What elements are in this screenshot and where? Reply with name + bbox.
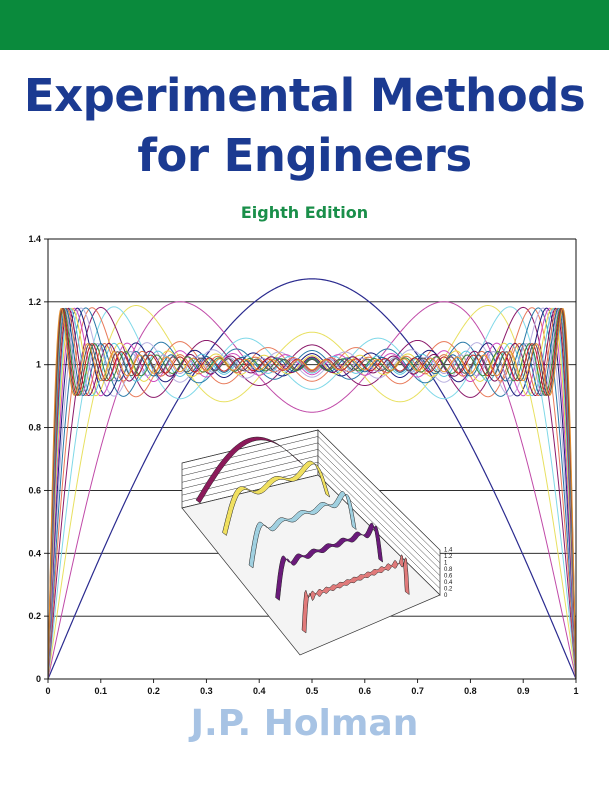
x-tick-label: 0.4 bbox=[253, 686, 266, 696]
series-line-n2 bbox=[47, 301, 577, 680]
series-line-n20 bbox=[47, 308, 577, 680]
x-tick-label: 1 bbox=[573, 686, 578, 696]
series-line-n13 bbox=[47, 307, 577, 680]
inset-gridline bbox=[317, 461, 441, 583]
x-tick-label: 0.5 bbox=[306, 686, 319, 696]
inset-gridline bbox=[317, 442, 441, 564]
inset-ribbon-n7 bbox=[275, 522, 384, 601]
series-line-n5 bbox=[47, 306, 577, 680]
x-tick-label: 0 bbox=[45, 686, 50, 696]
fourier-series-chart: 00.20.40.60.811.21.40 0.1 0.2 0.3 0.4 0.5 0.6 0… bbox=[28, 234, 578, 696]
inset-z-tick-label: 0 bbox=[444, 593, 448, 599]
x-tick-label: 0.3 bbox=[200, 686, 213, 696]
series-line-n6 bbox=[47, 307, 577, 680]
y-tick-label: 0.4 bbox=[28, 548, 41, 558]
series-line-n12 bbox=[47, 307, 577, 680]
series-line-n19 bbox=[47, 308, 577, 680]
x-tick-label: 0.8 bbox=[464, 686, 477, 696]
series-line-n4 bbox=[47, 306, 577, 680]
x-tick-label: 0.1 bbox=[95, 686, 108, 696]
inset-ribbon-n5 bbox=[248, 491, 357, 569]
inset-z-tick-label: 1.2 bbox=[444, 554, 453, 560]
series-lines bbox=[47, 278, 577, 680]
x-tick-label: 0.7 bbox=[411, 686, 424, 696]
inset-gridline bbox=[317, 436, 441, 557]
title-line-2: for Engineers bbox=[137, 129, 472, 182]
series-line-n1 bbox=[47, 278, 577, 680]
inset-gridline bbox=[181, 449, 319, 483]
inset-gridline bbox=[317, 455, 441, 576]
x-tick-label: 0.6 bbox=[359, 686, 372, 696]
x-tick-label: 0.9 bbox=[517, 686, 530, 696]
y-tick-label: 0.8 bbox=[28, 423, 41, 433]
y-tick-label: 0.2 bbox=[28, 611, 41, 621]
inset-ribbon-n3 bbox=[222, 460, 331, 536]
inset-ribbon-n1 bbox=[195, 436, 304, 504]
inset-z-tick-label: 0.8 bbox=[444, 567, 453, 573]
axes: 00.20.40.60.811.21.40 0.1 0.2 0.3 0.4 0.5 0.6 0… bbox=[28, 234, 578, 696]
inset-gridline bbox=[317, 468, 441, 589]
y-tick-label: 1.2 bbox=[28, 297, 41, 307]
series-line-n18 bbox=[47, 308, 577, 680]
y-tick-label: 1 bbox=[36, 360, 41, 370]
y-tick-label: 0.6 bbox=[28, 485, 41, 495]
author-name: J.P. Holman bbox=[190, 703, 419, 744]
inset-z-tick-label: 0.4 bbox=[444, 580, 453, 586]
x-tick-label: 0.2 bbox=[147, 686, 160, 696]
inset-z-tick-label: 1 bbox=[444, 561, 448, 567]
title-line-1: Experimental Methods bbox=[23, 69, 586, 122]
inset-gridline bbox=[317, 429, 441, 551]
inset-floor bbox=[181, 474, 441, 656]
series-line-n9 bbox=[47, 307, 577, 680]
series-line-n8 bbox=[47, 307, 577, 680]
inset-gridline bbox=[181, 429, 319, 464]
inset-gridline bbox=[317, 449, 441, 570]
inset-z-tick-label: 1.4 bbox=[444, 548, 453, 554]
inset-gridline bbox=[181, 455, 319, 489]
inset-gridline bbox=[181, 436, 319, 470]
inset-3d-chart: 00.20.40.60.811.21.4 bbox=[181, 429, 453, 656]
series-line-n15 bbox=[47, 307, 577, 680]
inset-gridline bbox=[181, 468, 319, 502]
y-tick-label: 1.4 bbox=[28, 234, 41, 244]
inset-z-tick-label: 0.6 bbox=[444, 574, 453, 580]
y-tick-label: 0 bbox=[36, 674, 41, 684]
series-line-n10 bbox=[47, 307, 577, 680]
top-color-band bbox=[0, 0, 609, 50]
edition-label: Eighth Edition bbox=[240, 203, 369, 222]
inset-z-tick-label: 0.2 bbox=[444, 587, 453, 593]
inset-gridline bbox=[181, 442, 319, 477]
series-line-n16 bbox=[47, 307, 577, 680]
inset-ribbon-n15 bbox=[301, 554, 410, 634]
series-line-n3 bbox=[47, 305, 577, 680]
